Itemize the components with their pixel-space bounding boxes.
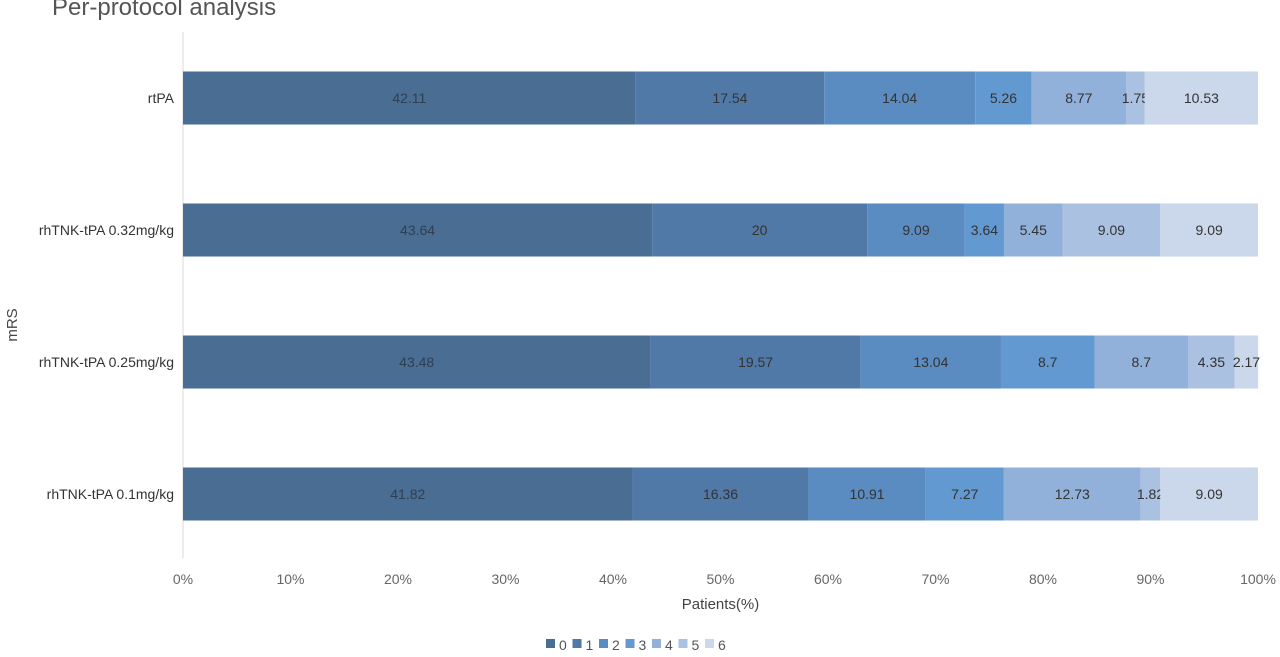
- data-label: 10.53: [1184, 90, 1219, 106]
- data-label: 10.91: [850, 486, 885, 502]
- x-tick-label: 80%: [1029, 571, 1057, 587]
- bar-segment: [975, 71, 1032, 125]
- data-label: 9.09: [1196, 486, 1223, 502]
- data-label: 43.48: [399, 354, 434, 370]
- x-tick-label: 30%: [491, 571, 519, 587]
- bar-segment: [650, 335, 861, 389]
- data-label: 17.54: [712, 90, 747, 106]
- bar-segment: [1003, 203, 1063, 257]
- bar-segment: [652, 203, 868, 257]
- category-label: rhTNK-tPA 0.25mg/kg: [39, 354, 174, 370]
- bar-segment: [1160, 203, 1258, 257]
- bar-segment: [632, 467, 809, 521]
- x-tick-label: 90%: [1136, 571, 1164, 587]
- x-tick-label: 70%: [921, 571, 949, 587]
- legend-label: 6: [718, 637, 726, 653]
- bar-segment: [1188, 335, 1235, 389]
- bar-segment: [824, 71, 976, 125]
- legend-swatch: [678, 639, 688, 648]
- data-label: 8.7: [1038, 354, 1058, 370]
- bar-segment: [1062, 203, 1161, 257]
- data-label: 13.04: [913, 354, 948, 370]
- data-label: 12.73: [1055, 486, 1090, 502]
- category-label: rhTNK-tPA 0.32mg/kg: [39, 222, 174, 238]
- legend-label: 2: [612, 637, 620, 653]
- bar-segment: [183, 467, 633, 521]
- legend-label: 5: [692, 637, 700, 653]
- x-tick-label: 50%: [706, 571, 734, 587]
- data-label: 5.26: [990, 90, 1017, 106]
- legend-swatch: [572, 639, 582, 648]
- x-tick-label: 60%: [814, 571, 842, 587]
- chart-title: Per-protocol analysis: [52, 0, 277, 21]
- x-axis-title: Patients(%): [682, 596, 760, 613]
- bar-segment: [183, 203, 653, 257]
- category-label: rtPA: [148, 90, 175, 106]
- legend-label: 0: [559, 637, 567, 653]
- bar-segment: [1160, 467, 1258, 521]
- bar-segment: [1144, 71, 1258, 125]
- data-label: 8.7: [1132, 354, 1152, 370]
- legend-swatch: [625, 639, 635, 648]
- bar-segment: [964, 203, 1004, 257]
- data-label: 41.82: [390, 486, 425, 502]
- x-tick-label: 0%: [173, 571, 193, 587]
- data-label: 9.09: [902, 222, 929, 238]
- bar-segment: [867, 203, 965, 257]
- data-label: 1.75: [1122, 90, 1149, 106]
- data-label: 20: [752, 222, 768, 238]
- bar-segment: [925, 467, 1004, 521]
- bar-segment: [1234, 335, 1259, 389]
- y-axis-title: mRS: [4, 308, 21, 341]
- legend-swatch: [652, 639, 661, 648]
- bar-segment: [1140, 467, 1161, 521]
- bar-segment: [183, 71, 636, 125]
- data-label: 43.64: [400, 222, 435, 238]
- data-label: 42.11: [392, 90, 426, 106]
- legend-label: 3: [639, 637, 647, 653]
- bar-segment: [635, 71, 825, 125]
- data-label: 14.04: [882, 90, 917, 106]
- data-label: 3.64: [971, 222, 998, 238]
- legend-label: 4: [665, 637, 673, 653]
- legend-label: 1: [586, 637, 594, 653]
- data-label: 19.57: [738, 354, 773, 370]
- data-label: 9.09: [1196, 222, 1223, 238]
- x-tick-label: 40%: [599, 571, 627, 587]
- bar-segment: [1125, 71, 1145, 125]
- legend-swatch: [546, 639, 555, 648]
- legend: 0 1 2 3 4 5 6: [546, 637, 726, 653]
- x-tick-label: 100%: [1240, 571, 1276, 587]
- x-tick-label: 20%: [384, 571, 412, 587]
- bar-segment: [808, 467, 926, 521]
- bar-segment: [1003, 467, 1141, 521]
- data-label: 2.17: [1233, 354, 1260, 370]
- data-label: 8.77: [1065, 90, 1092, 106]
- data-label: 1.82: [1137, 486, 1164, 502]
- data-label: 7.27: [951, 486, 978, 502]
- data-label: 9.09: [1098, 222, 1125, 238]
- x-tick-label: 10%: [276, 571, 304, 587]
- bar-segment: [1000, 335, 1095, 389]
- data-label: 4.35: [1198, 354, 1225, 370]
- bar-segment: [183, 335, 651, 389]
- legend-swatch: [599, 639, 608, 648]
- data-label: 16.36: [703, 486, 738, 502]
- data-label: 5.45: [1020, 222, 1047, 238]
- bar-segment: [1094, 335, 1189, 389]
- bar-segment: [860, 335, 1001, 389]
- bar-segment: [1031, 71, 1126, 125]
- category-label: rhTNK-tPA 0.1mg/kg: [47, 486, 174, 502]
- legend-swatch: [705, 639, 714, 648]
